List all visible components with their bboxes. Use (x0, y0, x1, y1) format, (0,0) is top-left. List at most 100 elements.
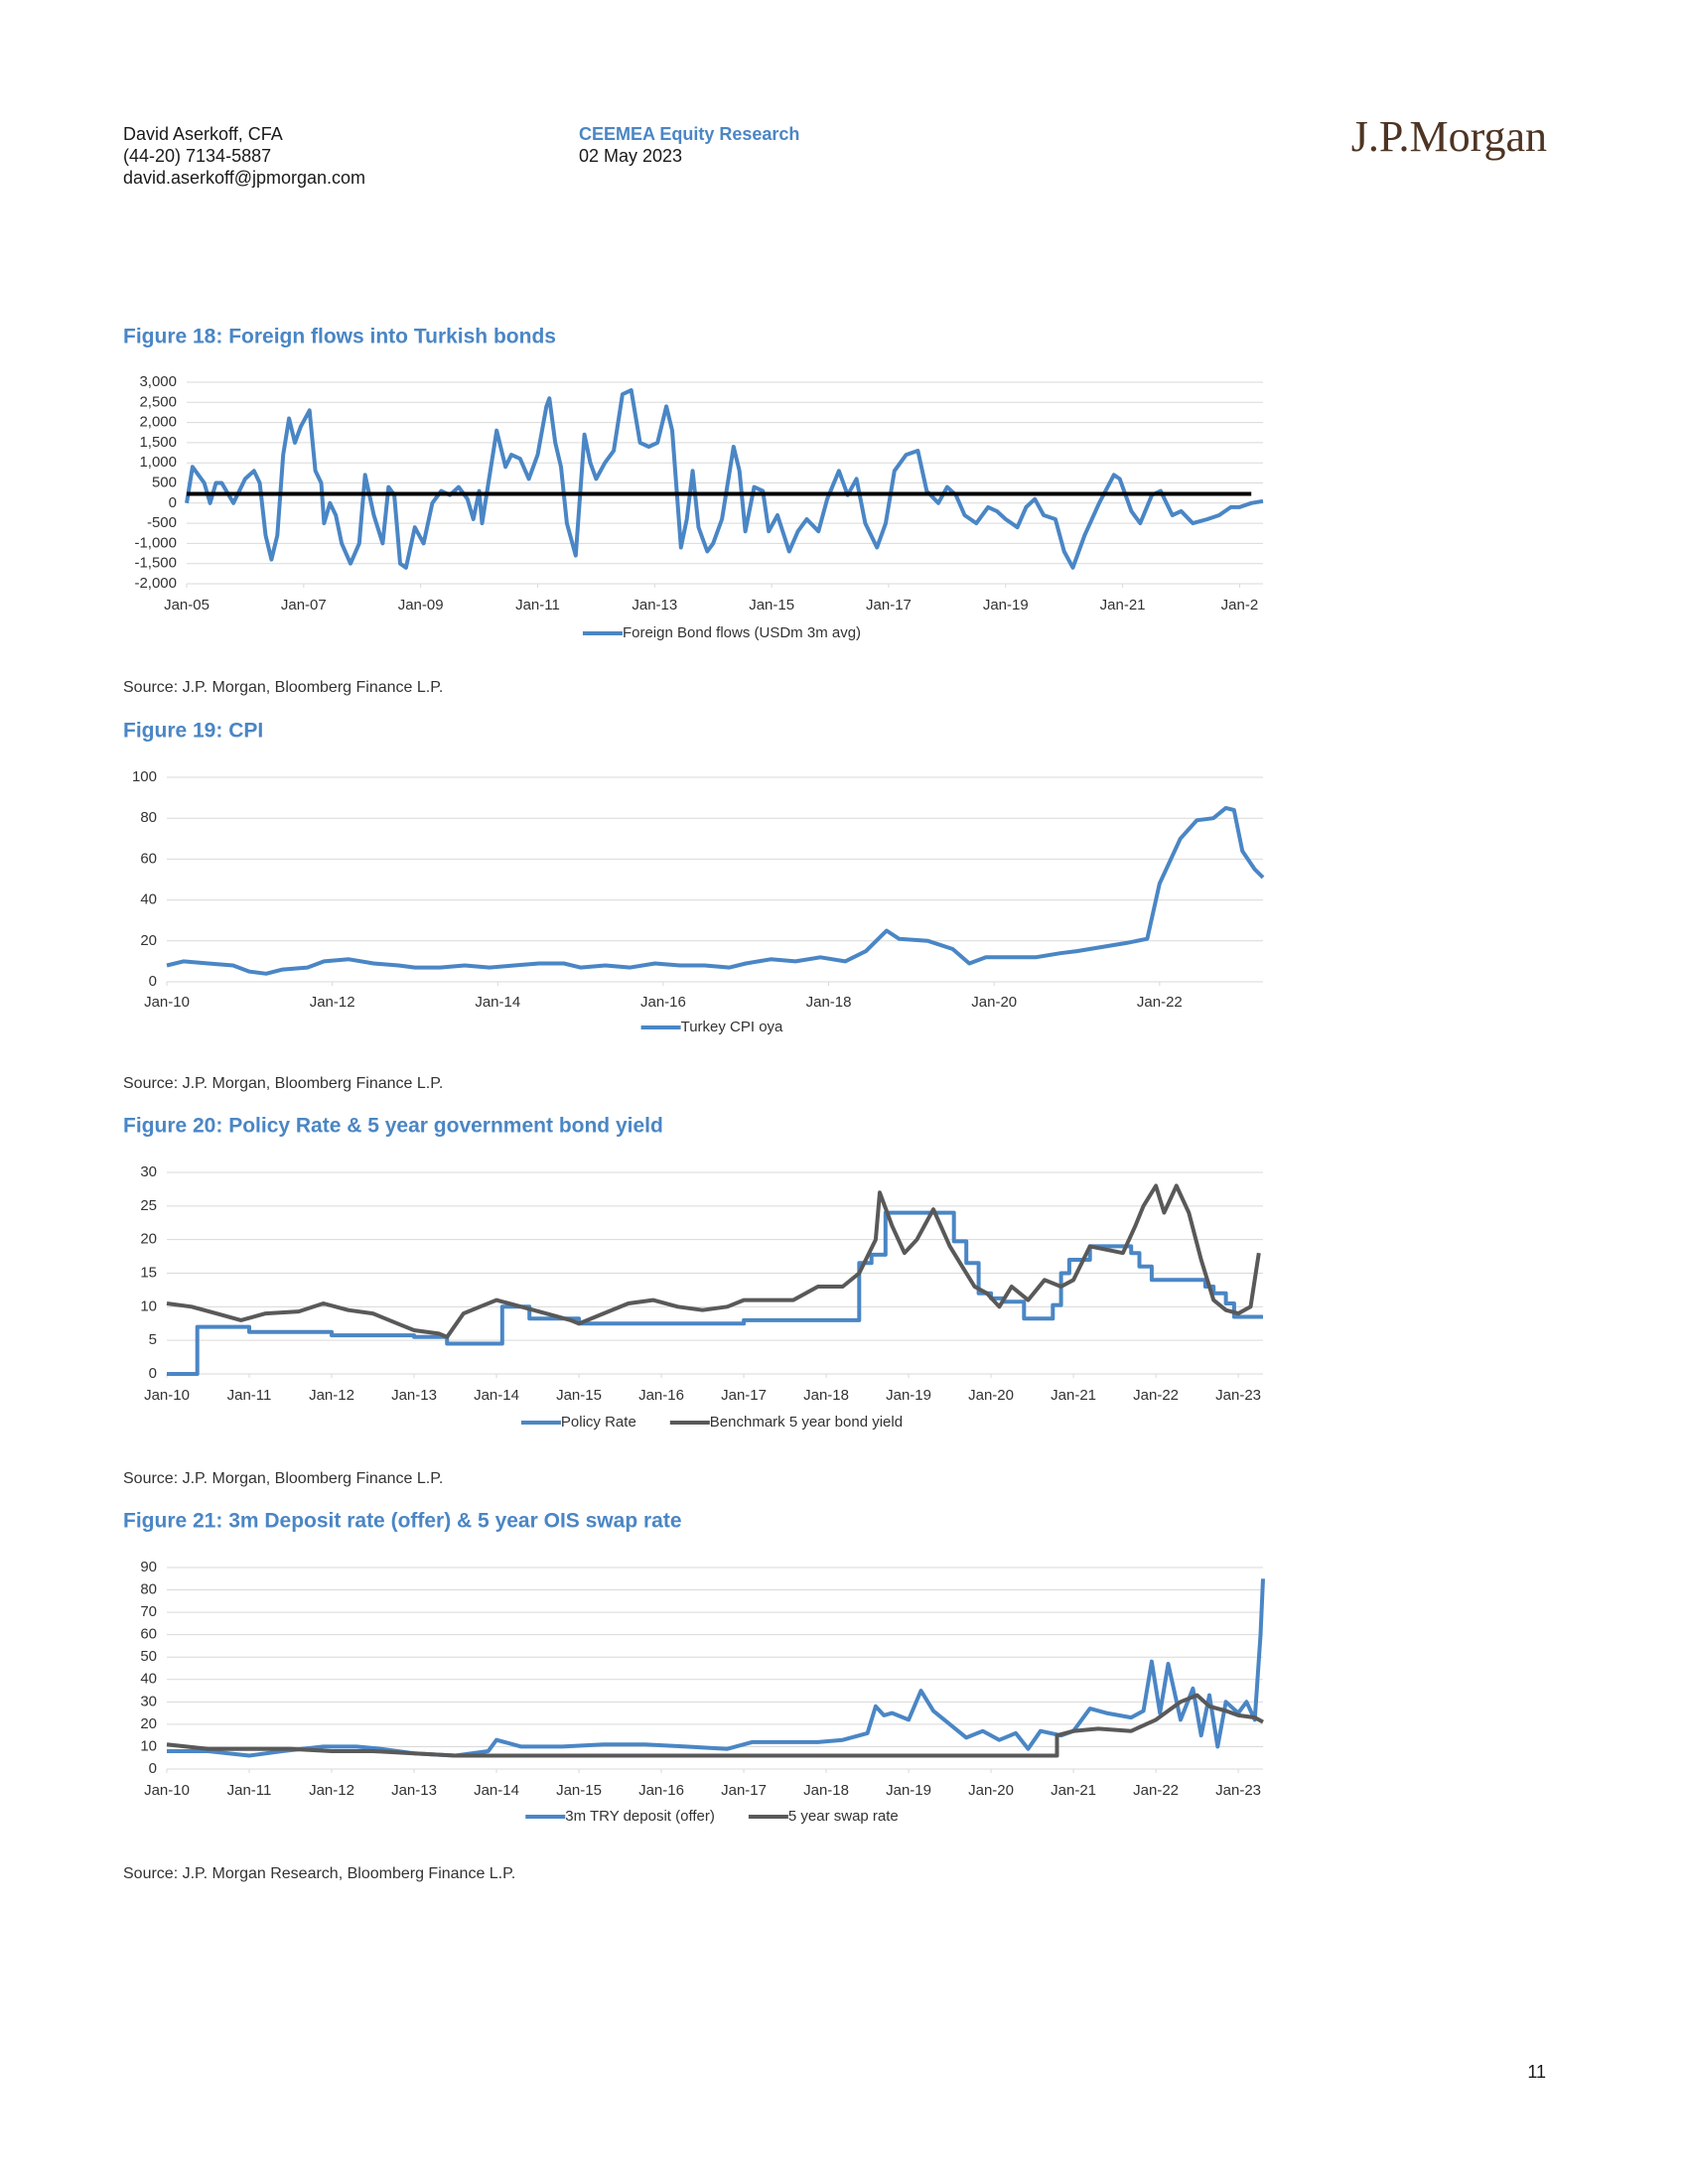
y-tick-label: -500 (147, 514, 177, 531)
legend-label: 5 year swap rate (788, 1808, 899, 1825)
y-tick-label: 90 (140, 1559, 157, 1575)
x-tick-label: Jan-10 (144, 1782, 190, 1799)
y-tick-label: 1,500 (139, 434, 177, 451)
y-tick-label: 0 (149, 1365, 157, 1382)
x-tick-label: Jan-13 (632, 597, 677, 614)
y-tick-label: 2,000 (139, 414, 177, 431)
x-tick-label: Jan-2 (1221, 597, 1259, 614)
x-tick-label: Jan-10 (144, 1387, 190, 1404)
x-tick-label: Jan-23 (1215, 1782, 1261, 1799)
figure-title: Figure 18: Foreign flows into Turkish bo… (123, 326, 556, 348)
x-tick-label: Jan-15 (556, 1782, 602, 1799)
source: Source: J.P. Morgan, Bloomberg Finance L… (123, 1470, 443, 1487)
x-tick-label: Jan-18 (803, 1387, 849, 1404)
y-tick-label: 20 (140, 1231, 157, 1248)
x-tick-label: Jan-18 (803, 1782, 849, 1799)
source: Source: J.P. Morgan, Bloomberg Finance L… (123, 1075, 443, 1092)
x-tick-label: Jan-15 (749, 597, 794, 614)
y-tick-label: 5 (149, 1331, 157, 1348)
y-tick-label: 60 (140, 850, 157, 867)
data-line (167, 1210, 1263, 1376)
x-tick-label: Jan-12 (309, 1387, 354, 1404)
x-tick-label: Jan-17 (721, 1387, 767, 1404)
y-tick-label: 10 (140, 1297, 157, 1314)
y-tick-label: -2,000 (134, 575, 177, 592)
x-tick-label: Jan-16 (638, 1387, 684, 1404)
y-tick-label: 50 (140, 1648, 157, 1665)
x-tick-label: Jan-22 (1133, 1387, 1179, 1404)
y-tick-label: 40 (140, 891, 157, 908)
x-tick-label: Jan-20 (968, 1782, 1014, 1799)
data-line (166, 1693, 1264, 1758)
date: 02 May 2023 (579, 146, 682, 166)
phone: (44-20) 7134-5887 (123, 146, 271, 166)
y-tick-label: 80 (140, 1581, 157, 1598)
x-tick-label: Jan-19 (886, 1387, 931, 1404)
y-tick-label: 3,000 (139, 373, 177, 390)
legend-label: Policy Rate (561, 1414, 636, 1431)
x-tick-label: Jan-17 (866, 597, 912, 614)
y-tick-label: 500 (152, 474, 177, 490)
logo: J.P.Morgan (1351, 112, 1547, 161)
author: David Aserkoff, CFA (123, 124, 283, 144)
x-tick-label: Jan-22 (1133, 1782, 1179, 1799)
x-tick-label: Jan-14 (475, 994, 520, 1011)
y-tick-label: 100 (132, 768, 157, 785)
y-tick-label: 0 (169, 494, 177, 511)
x-tick-label: Jan-20 (968, 1387, 1014, 1404)
y-tick-label: 25 (140, 1197, 157, 1214)
source: Source: J.P. Morgan Research, Bloomberg … (123, 1865, 515, 1882)
x-tick-label: Jan-21 (1051, 1387, 1096, 1404)
x-tick-label: Jan-19 (983, 597, 1029, 614)
legend-label: Foreign Bond flows (USDm 3m avg) (623, 624, 861, 641)
page-number: 11 (1527, 2062, 1546, 2082)
x-tick-label: Jan-17 (721, 1782, 767, 1799)
source: Source: J.P. Morgan, Bloomberg Finance L… (123, 679, 443, 696)
x-tick-label: Jan-11 (227, 1782, 272, 1799)
figure-title: Figure 21: 3m Deposit rate (offer) & 5 y… (123, 1510, 682, 1533)
department: CEEMEA Equity Research (579, 124, 799, 144)
x-tick-label: Jan-21 (1051, 1782, 1096, 1799)
legend-label: Benchmark 5 year bond yield (710, 1414, 903, 1431)
figure-title: Figure 19: CPI (123, 720, 263, 743)
y-tick-label: 30 (140, 1693, 157, 1709)
x-tick-label: Jan-07 (281, 597, 327, 614)
figure-title: Figure 20: Policy Rate & 5 year governme… (123, 1115, 663, 1138)
x-tick-label: Jan-14 (474, 1782, 519, 1799)
y-tick-label: 20 (140, 932, 157, 949)
data-line (185, 388, 1264, 570)
x-tick-label: Jan-13 (391, 1387, 437, 1404)
y-tick-label: 70 (140, 1603, 157, 1620)
data-line (167, 1578, 1265, 1758)
data-line (166, 805, 1265, 976)
y-tick-label: 20 (140, 1715, 157, 1732)
data-line (166, 1183, 1261, 1339)
x-tick-label: Jan-11 (227, 1387, 272, 1404)
y-tick-label: 10 (140, 1737, 157, 1754)
x-tick-label: Jan-23 (1215, 1387, 1261, 1404)
email: david.aserkoff@jpmorgan.com (123, 168, 365, 188)
legend-label: Turkey CPI oya (681, 1019, 783, 1035)
x-tick-label: Jan-22 (1137, 994, 1183, 1011)
x-tick-label: Jan-15 (556, 1387, 602, 1404)
x-tick-label: Jan-18 (806, 994, 852, 1011)
y-tick-label: 60 (140, 1626, 157, 1643)
x-tick-label: Jan-13 (391, 1782, 437, 1799)
x-tick-label: Jan-12 (309, 1782, 354, 1799)
x-tick-label: Jan-10 (144, 994, 190, 1011)
y-tick-label: -1,000 (134, 534, 177, 551)
y-tick-label: 30 (140, 1163, 157, 1180)
y-tick-label: 80 (140, 809, 157, 826)
x-tick-label: Jan-16 (638, 1782, 684, 1799)
y-tick-label: -1,500 (134, 555, 177, 572)
x-tick-label: Jan-21 (1100, 597, 1146, 614)
x-tick-label: Jan-19 (886, 1782, 931, 1799)
y-tick-label: 15 (140, 1264, 157, 1281)
y-tick-label: 40 (140, 1671, 157, 1688)
x-tick-label: Jan-12 (310, 994, 355, 1011)
x-tick-label: Jan-20 (971, 994, 1017, 1011)
x-tick-label: Jan-11 (515, 597, 560, 614)
legend-label: 3m TRY deposit (offer) (565, 1808, 715, 1825)
x-tick-label: Jan-05 (164, 597, 210, 614)
